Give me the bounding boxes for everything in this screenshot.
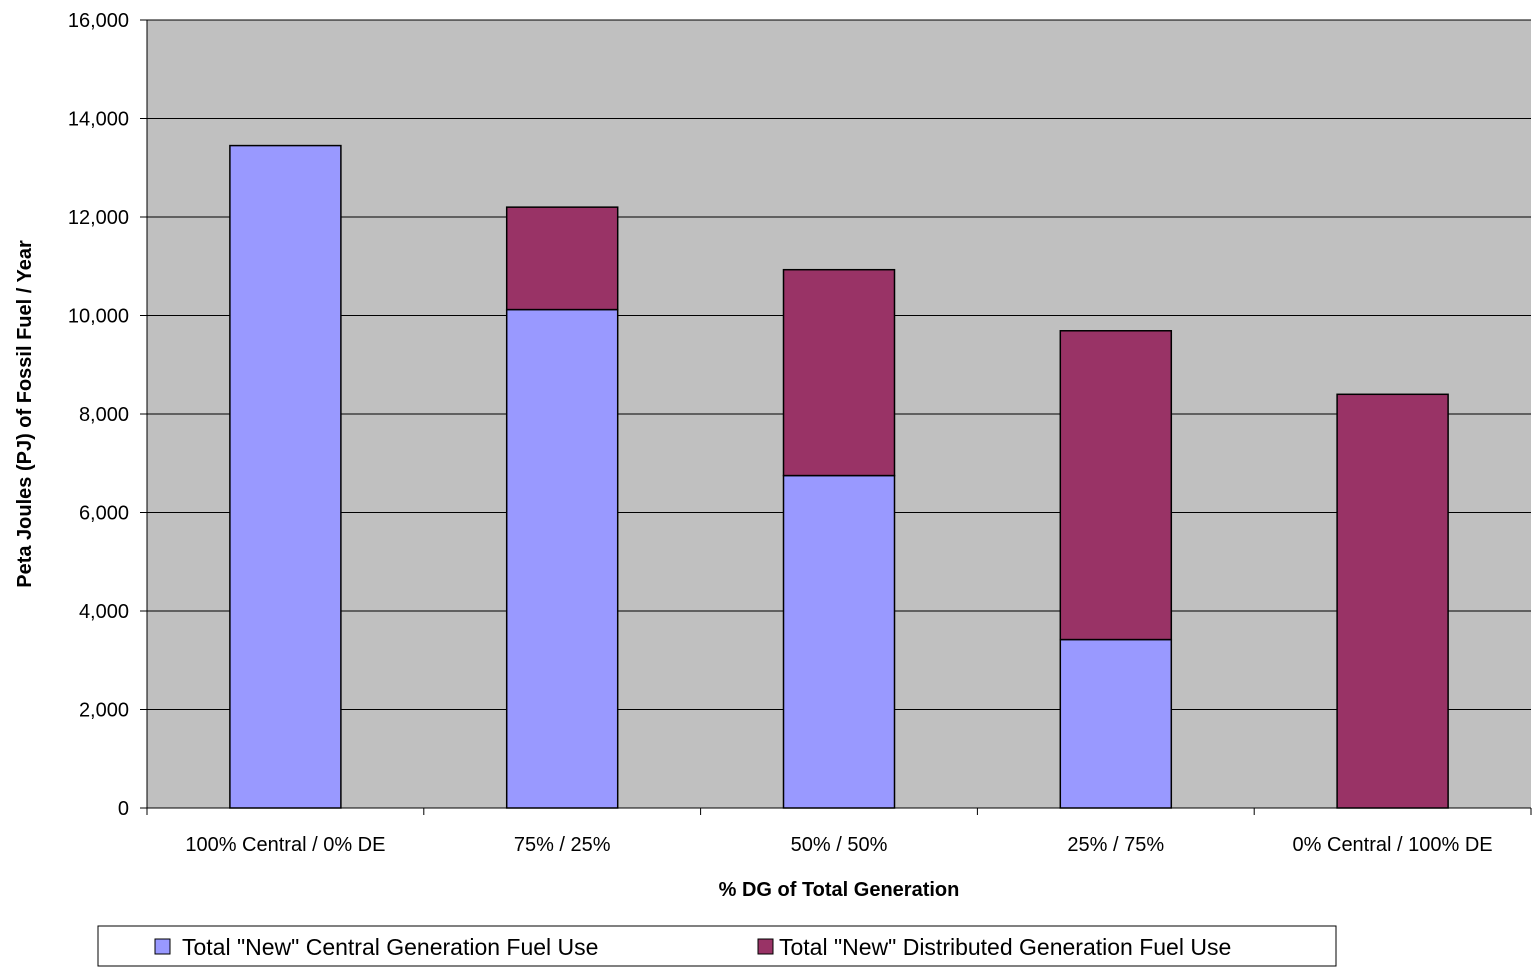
bar-central-generation [1059,638,1173,809]
x-axis-ticks: 100% Central / 0% DE 75% / 25% 50% / 50% 25… [146,808,1532,856]
x-tick-label: 0% Central / 100% DE [1293,834,1493,856]
bar-distributed-generation [1059,330,1173,641]
legend: Total "New" Central Generation Fuel Use … [97,925,1337,967]
y-tick-label: 14,000 [68,109,129,131]
x-tick-label: 50% / 50% [791,834,888,856]
bar-distributed-generation [1336,393,1449,809]
y-tick-label: 6,000 [79,503,129,525]
x-tick-label: 100% Central / 0% DE [185,834,385,856]
bar-central-generation [229,144,342,809]
legend-label-central: Total "New" Central Generation Fuel Use [182,934,598,960]
y-tick-label: 16,000 [68,10,129,32]
y-tick-label: 2,000 [79,700,129,722]
bar-distributed-generation [782,268,896,477]
y-tick-label: 12,000 [68,207,129,229]
legend-swatch-central [154,938,171,955]
bar-distributed-generation [505,206,619,311]
x-axis-title: % DG of Total Generation [719,879,960,901]
x-tick-label: 75% / 25% [514,834,611,856]
bars [229,144,1449,809]
y-tick-label: 10,000 [68,306,129,328]
y-axis-title: Peta Joules (PJ) of Fossil Fuel / Year [14,240,36,588]
y-tick-label: 0 [118,798,129,820]
legend-box [97,925,1337,967]
bar-central-generation [505,308,619,809]
y-tick-label: 8,000 [79,404,129,426]
x-tick-label: 25% / 75% [1067,834,1164,856]
legend-label-distributed: Total "New" Distributed Generation Fuel … [779,934,1231,960]
y-axis-ticks: 0 2,000 4,000 6,000 8,000 10,000 12,000 14,000 1… [68,10,147,820]
legend-swatch-distributed [757,938,774,955]
y-tick-label: 4,000 [79,601,129,623]
bar-central-generation [782,474,896,809]
